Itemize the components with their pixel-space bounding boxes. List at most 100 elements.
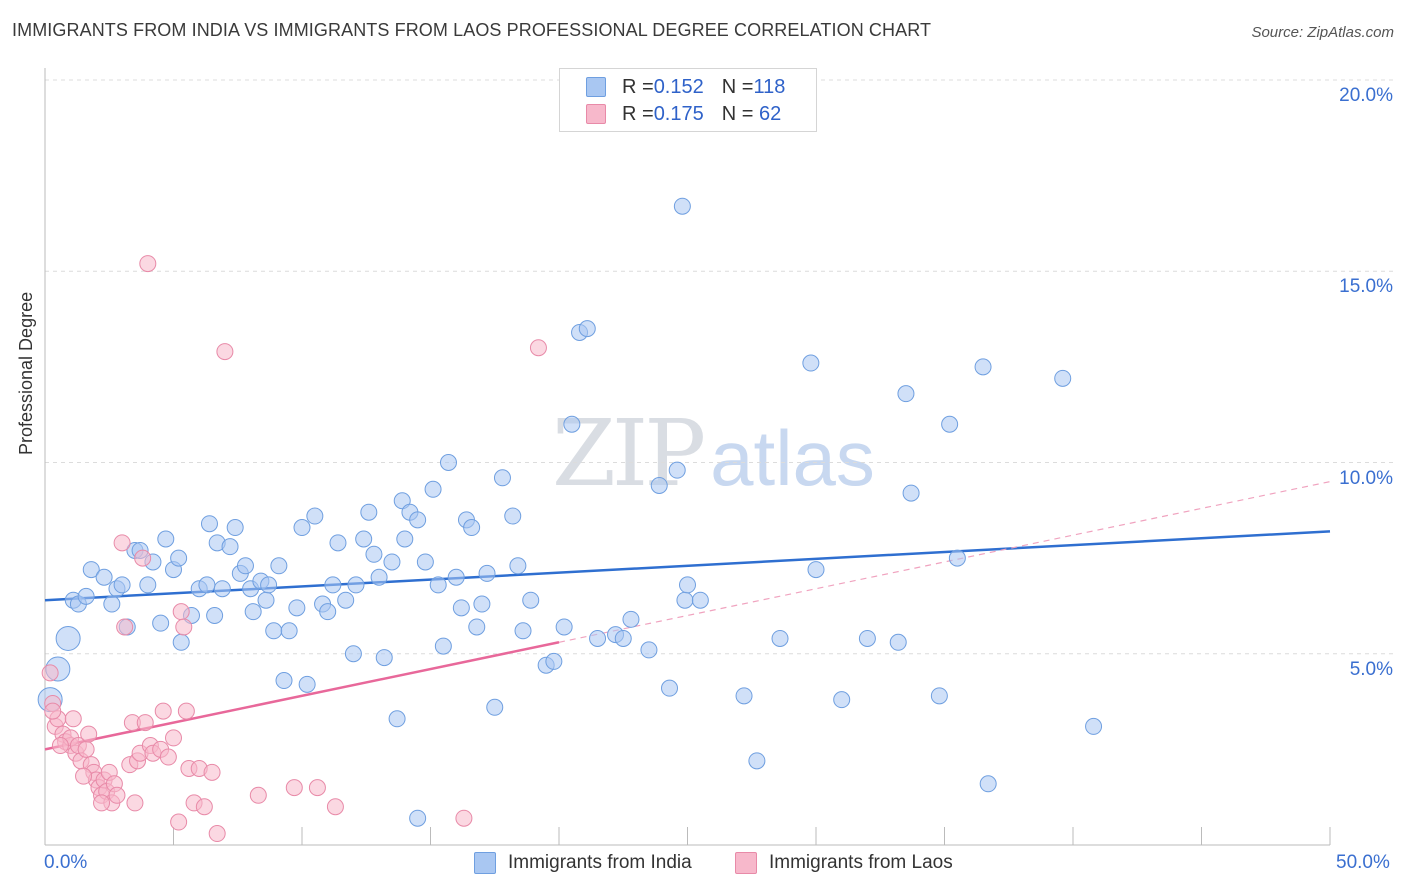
point-india xyxy=(337,591,355,609)
point-india xyxy=(55,625,81,651)
point-india xyxy=(139,576,157,594)
point-india xyxy=(748,752,766,770)
point-india xyxy=(902,484,920,502)
point-india xyxy=(640,641,658,659)
point-india xyxy=(260,576,278,594)
point-india xyxy=(226,519,244,537)
watermark-zip: ZIP xyxy=(552,400,706,507)
series-legend: Immigrants from India Immigrants from La… xyxy=(0,852,1406,878)
point-india xyxy=(365,545,383,563)
point-india xyxy=(409,809,427,827)
legend-swatch-india xyxy=(474,852,496,874)
point-india xyxy=(157,530,175,548)
point-laos xyxy=(195,798,213,816)
point-india xyxy=(265,622,283,640)
point-india xyxy=(889,633,907,651)
y-tick-label: 20.0% xyxy=(1339,85,1393,106)
legend-n-value: 118 xyxy=(753,75,786,98)
watermark-atlas: atlas xyxy=(710,414,875,502)
point-india xyxy=(172,633,190,651)
point-india xyxy=(676,591,694,609)
y-tick-label: 5.0% xyxy=(1349,658,1393,680)
point-india xyxy=(930,687,948,705)
point-laos xyxy=(126,794,144,812)
point-laos xyxy=(203,763,221,781)
point-laos xyxy=(51,737,69,755)
point-india xyxy=(429,576,447,594)
point-india xyxy=(948,549,966,567)
point-laos xyxy=(326,798,344,816)
point-india xyxy=(344,645,362,663)
point-india xyxy=(152,614,170,632)
point-laos xyxy=(108,786,126,804)
axes xyxy=(44,68,1331,846)
point-india xyxy=(95,568,113,586)
point-india xyxy=(298,675,316,693)
legend-swatch-laos xyxy=(735,852,757,874)
point-india xyxy=(293,519,311,537)
legend-r-value: 0.152 xyxy=(653,75,704,98)
point-india xyxy=(383,553,401,571)
point-india xyxy=(974,358,992,376)
point-india xyxy=(691,591,709,609)
point-india xyxy=(244,603,262,621)
point-india xyxy=(236,557,254,575)
legend-item-laos[interactable]: Immigrants from Laos xyxy=(735,852,953,874)
point-india xyxy=(434,637,452,655)
legend-swatch-laos xyxy=(586,104,606,124)
point-laos xyxy=(529,339,547,357)
point-india xyxy=(504,507,522,525)
legend-label-india: Immigrants from India xyxy=(508,852,692,873)
point-india xyxy=(1085,717,1103,735)
point-india xyxy=(478,564,496,582)
point-india xyxy=(280,622,298,640)
point-india xyxy=(288,599,306,617)
point-laos xyxy=(208,825,226,843)
point-india xyxy=(668,461,686,479)
point-laos xyxy=(285,779,303,797)
y-tick-label: 10.0% xyxy=(1339,467,1393,489)
point-india xyxy=(614,629,632,647)
point-laos xyxy=(93,794,111,812)
point-india xyxy=(82,561,100,579)
legend-n-label: N = xyxy=(721,102,754,125)
point-laos xyxy=(75,767,93,785)
trend-extension-laos xyxy=(558,481,1331,643)
point-india xyxy=(370,568,388,586)
point-laos xyxy=(177,702,195,720)
point-india xyxy=(650,476,668,494)
legend-label-laos: Immigrants from Laos xyxy=(769,852,953,873)
x-tick-label: 50.0% xyxy=(1336,852,1390,873)
point-india xyxy=(468,618,486,636)
point-laos xyxy=(154,702,172,720)
point-india xyxy=(388,710,406,728)
trend-line-laos xyxy=(44,641,560,751)
point-india xyxy=(396,530,414,548)
point-india xyxy=(563,415,581,433)
point-india xyxy=(347,576,365,594)
legend-n-value: 62 xyxy=(753,102,782,125)
point-india xyxy=(306,507,324,525)
legend-r-label: R = xyxy=(622,102,654,125)
legend-item-india[interactable]: Immigrants from India xyxy=(474,852,692,874)
point-india xyxy=(679,576,696,594)
point-india xyxy=(514,622,532,640)
point-laos xyxy=(172,603,190,621)
legend-row-india: R = 0.152 N = 118 xyxy=(586,74,785,100)
point-india xyxy=(622,610,640,628)
point-india xyxy=(257,591,275,609)
point-india xyxy=(473,595,491,613)
point-laos xyxy=(41,664,59,682)
point-india xyxy=(77,587,95,605)
point-india xyxy=(941,415,959,433)
point-india xyxy=(1054,369,1072,387)
point-india xyxy=(673,197,691,215)
point-india xyxy=(545,652,563,670)
point-india xyxy=(206,607,224,624)
legend-n-label: N = xyxy=(721,75,754,98)
point-laos xyxy=(249,786,267,804)
point-india xyxy=(103,595,121,613)
correlation-legend: R = 0.152 N = 118 R = 0.175 N = 62 xyxy=(559,68,817,132)
source-label: Source: ZipAtlas.com xyxy=(1251,24,1394,41)
point-laos xyxy=(165,729,182,747)
